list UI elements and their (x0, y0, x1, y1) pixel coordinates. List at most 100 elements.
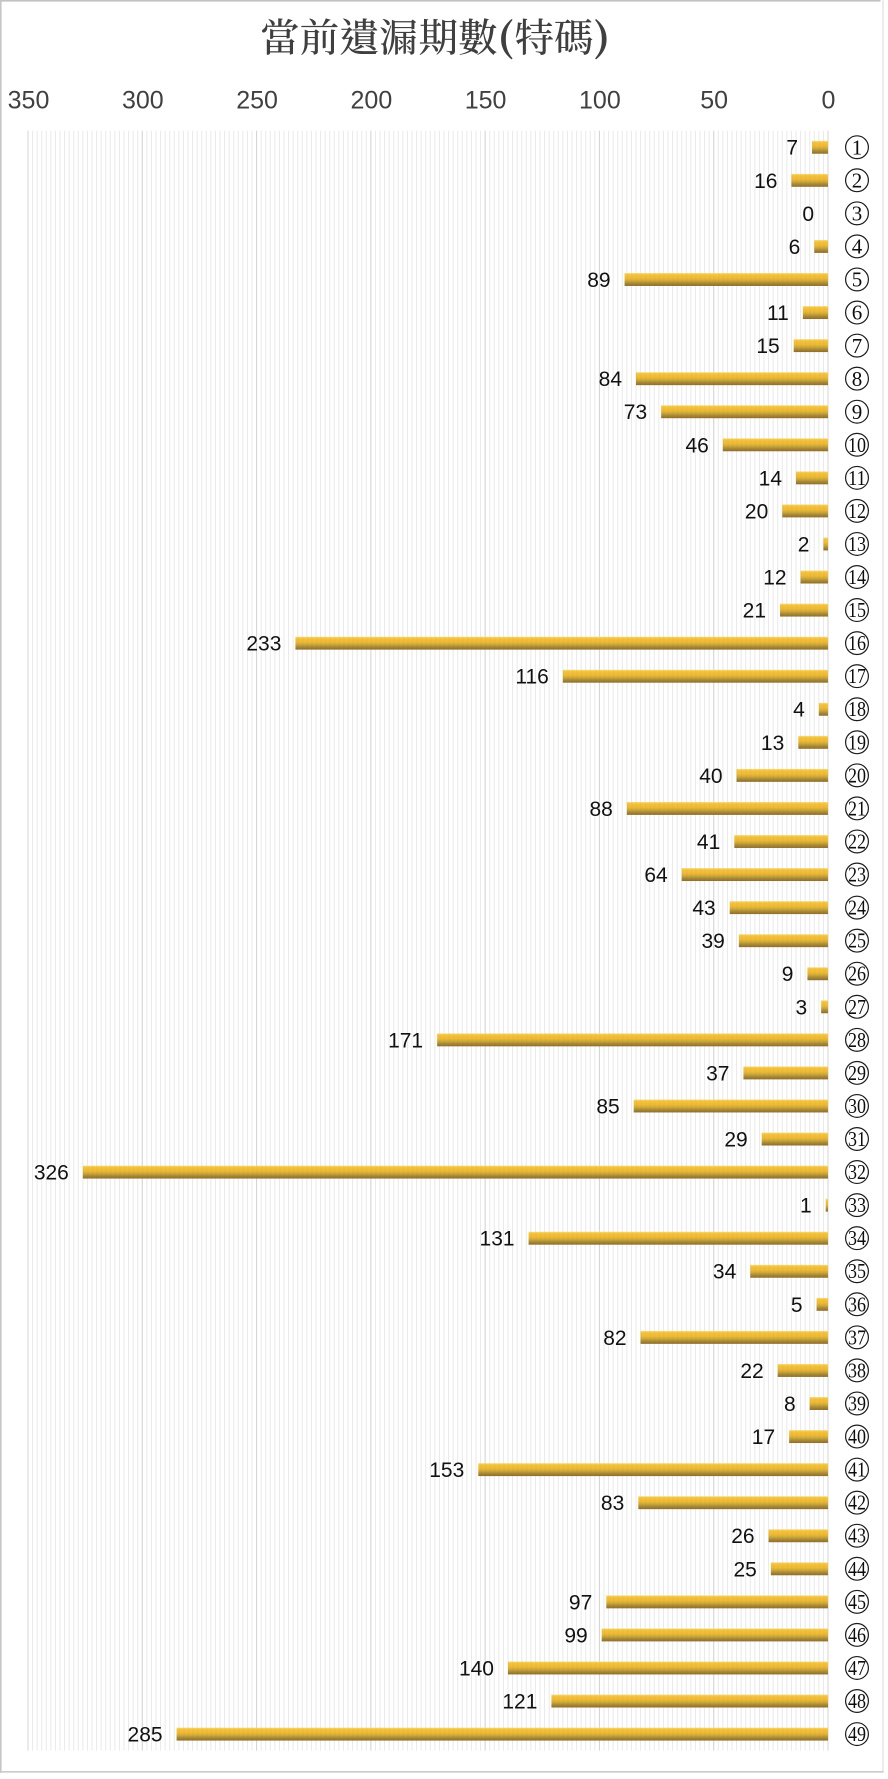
svg-text:7: 7 (786, 137, 798, 160)
svg-text:88: 88 (590, 798, 613, 821)
svg-text:300: 300 (122, 87, 164, 115)
svg-text:200: 200 (351, 87, 393, 115)
svg-text:9: 9 (852, 400, 863, 424)
svg-text:25: 25 (734, 1558, 757, 1581)
svg-text:84: 84 (599, 368, 623, 391)
svg-text:38: 38 (848, 1358, 866, 1382)
svg-text:44: 44 (848, 1557, 866, 1581)
svg-text:73: 73 (624, 401, 647, 424)
svg-text:37: 37 (706, 1062, 729, 1085)
svg-text:42: 42 (848, 1491, 866, 1515)
svg-text:39: 39 (702, 930, 725, 953)
svg-text:39: 39 (848, 1391, 866, 1415)
svg-text:12: 12 (763, 567, 786, 590)
svg-text:31: 31 (848, 1127, 866, 1151)
svg-text:24: 24 (848, 896, 866, 920)
svg-text:37: 37 (848, 1325, 866, 1349)
svg-text:28: 28 (848, 1028, 866, 1052)
svg-text:6: 6 (852, 301, 863, 325)
svg-text:8: 8 (852, 367, 863, 391)
svg-text:49: 49 (848, 1722, 866, 1746)
svg-text:16: 16 (754, 170, 777, 193)
svg-text:89: 89 (587, 269, 610, 292)
svg-text:171: 171 (388, 1029, 423, 1052)
svg-text:45: 45 (848, 1590, 866, 1614)
svg-text:5: 5 (791, 1294, 803, 1317)
svg-text:12: 12 (848, 499, 866, 523)
svg-text:350: 350 (8, 87, 50, 115)
svg-text:20: 20 (745, 500, 768, 523)
svg-text:2: 2 (852, 168, 863, 192)
svg-text:50: 50 (700, 87, 728, 115)
svg-text:4: 4 (852, 235, 863, 259)
svg-text:4: 4 (793, 699, 805, 722)
svg-text:8: 8 (784, 1393, 796, 1416)
svg-text:46: 46 (848, 1623, 866, 1647)
svg-text:99: 99 (564, 1624, 587, 1647)
svg-text:18: 18 (848, 697, 866, 721)
svg-text:26: 26 (731, 1525, 754, 1548)
svg-text:33: 33 (848, 1193, 866, 1217)
svg-text:35: 35 (848, 1259, 866, 1283)
svg-text:13: 13 (761, 732, 784, 755)
svg-text:30: 30 (848, 1094, 866, 1118)
svg-text:14: 14 (848, 565, 866, 589)
svg-text:285: 285 (128, 1724, 163, 1747)
svg-text:85: 85 (596, 1095, 619, 1118)
svg-text:21: 21 (743, 600, 766, 623)
svg-text:21: 21 (848, 796, 866, 820)
svg-text:11: 11 (767, 302, 789, 325)
svg-text:140: 140 (459, 1657, 494, 1680)
svg-text:250: 250 (236, 87, 278, 115)
svg-text:14: 14 (759, 467, 783, 490)
svg-text:6: 6 (789, 236, 801, 259)
svg-text:17: 17 (752, 1426, 775, 1449)
svg-text:17: 17 (848, 664, 866, 688)
svg-text:48: 48 (848, 1689, 866, 1713)
svg-text:22: 22 (848, 829, 866, 853)
svg-text:9: 9 (782, 963, 794, 986)
svg-text:150: 150 (465, 87, 507, 115)
svg-text:1: 1 (852, 135, 863, 159)
svg-text:116: 116 (515, 666, 548, 689)
svg-text:11: 11 (848, 466, 866, 490)
svg-text:41: 41 (848, 1458, 866, 1482)
svg-text:22: 22 (740, 1360, 763, 1383)
svg-text:34: 34 (713, 1261, 737, 1284)
svg-text:10: 10 (848, 433, 866, 457)
svg-text:15: 15 (756, 335, 779, 358)
svg-text:233: 233 (246, 633, 281, 656)
svg-text:36: 36 (848, 1292, 866, 1316)
svg-text:83: 83 (601, 1492, 624, 1515)
svg-text:20: 20 (848, 763, 866, 787)
svg-text:34: 34 (848, 1226, 866, 1250)
svg-text:43: 43 (848, 1524, 866, 1548)
svg-text:40: 40 (848, 1425, 866, 1449)
svg-text:3: 3 (852, 202, 863, 226)
svg-text:153: 153 (429, 1459, 464, 1482)
svg-text:2: 2 (798, 533, 810, 556)
svg-text:131: 131 (480, 1228, 515, 1251)
svg-text:326: 326 (34, 1162, 69, 1185)
svg-text:13: 13 (848, 532, 866, 556)
svg-text:5: 5 (852, 268, 863, 292)
svg-text:40: 40 (699, 765, 722, 788)
svg-text:32: 32 (848, 1160, 866, 1184)
svg-text:43: 43 (692, 897, 715, 920)
svg-text:47: 47 (848, 1656, 866, 1680)
svg-text:29: 29 (724, 1129, 747, 1152)
svg-text:1: 1 (800, 1195, 812, 1218)
svg-text:16: 16 (848, 631, 866, 655)
svg-text:46: 46 (686, 434, 709, 457)
svg-text:19: 19 (848, 730, 866, 754)
svg-text:7: 7 (852, 334, 863, 358)
svg-text:23: 23 (848, 863, 866, 887)
svg-text:25: 25 (848, 929, 866, 953)
svg-text:121: 121 (502, 1691, 537, 1714)
svg-text:3: 3 (795, 996, 807, 1019)
svg-text:26: 26 (848, 962, 866, 986)
svg-text:64: 64 (644, 864, 668, 887)
svg-text:29: 29 (848, 1061, 866, 1085)
svg-text:15: 15 (848, 598, 866, 622)
svg-text:0: 0 (822, 87, 836, 115)
